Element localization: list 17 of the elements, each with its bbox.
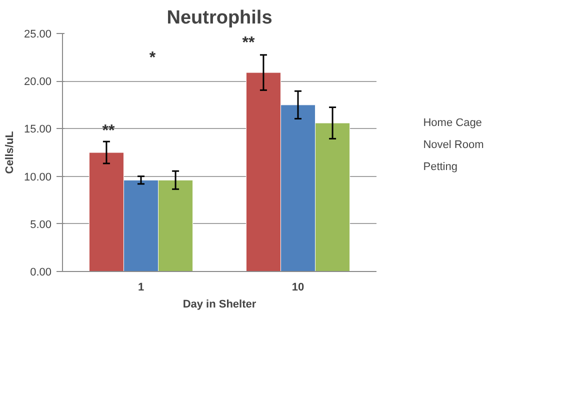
y-tick-label: 0.00 <box>30 266 52 278</box>
text: Novel Room <box>423 138 484 150</box>
y-tick-label: 20.00 <box>24 76 52 88</box>
chart-title: Neutrophils <box>166 8 272 28</box>
x-tick-label: 10 <box>292 282 304 294</box>
x-axis-title: Day in Shelter <box>182 298 257 310</box>
text: Petting <box>423 160 458 172</box>
annotation: * <box>149 50 156 66</box>
annotation: ** <box>242 34 256 52</box>
y-tick-label: 10.00 <box>24 171 52 184</box>
x-tick-label: 1 <box>138 282 144 294</box>
y-tick-label: 15.00 <box>24 124 52 136</box>
y-tick-label: 5.00 <box>30 218 52 231</box>
y-axis-title: Cells/uL <box>4 130 16 174</box>
text: Home Cage <box>423 116 482 128</box>
annotation: ** <box>102 122 116 140</box>
y-tick-label: 25.00 <box>24 28 52 40</box>
